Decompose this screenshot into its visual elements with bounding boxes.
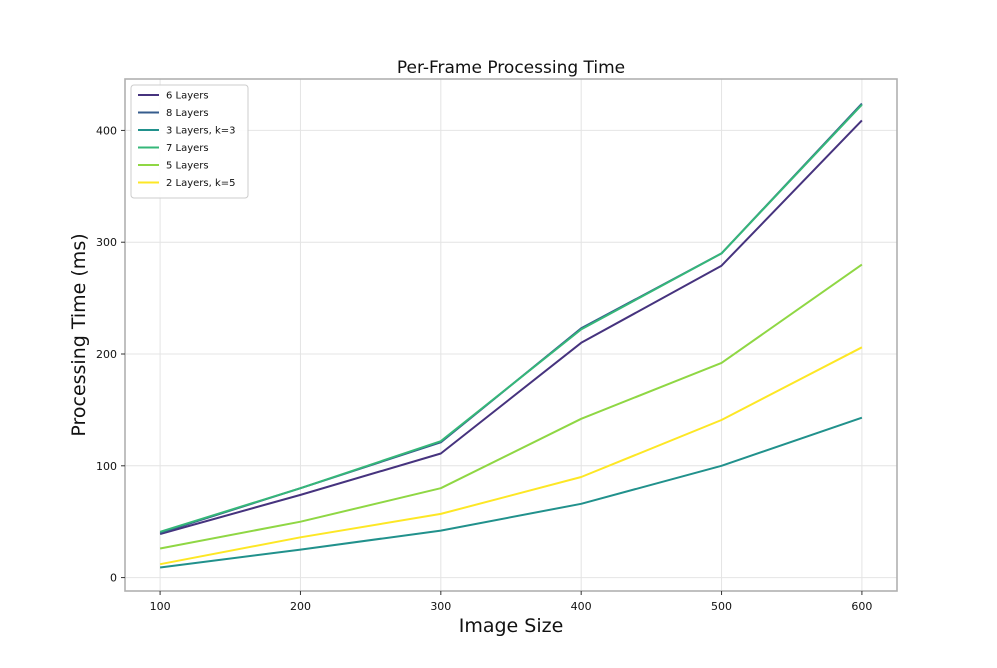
grid — [125, 79, 897, 591]
series-line — [159, 119, 863, 535]
y-tick-label: 0 — [110, 572, 117, 585]
y-tick-label: 300 — [96, 236, 117, 249]
legend-label: 6 Layers — [166, 91, 209, 102]
x-tick-label: 300 — [430, 600, 451, 613]
series-line — [159, 416, 863, 569]
legend-label: 3 Layers, k=3 — [166, 126, 236, 137]
plot-frame — [124, 78, 898, 592]
x-tick-label: 600 — [851, 600, 872, 613]
x-tick-label: 100 — [150, 600, 171, 613]
series-line — [159, 263, 863, 550]
legend-label: 7 Layers — [166, 143, 209, 154]
axis-ticks: 100 200 300 400 500 600 0 100 200 300 400 — [96, 124, 872, 613]
x-tick-label: 500 — [711, 600, 732, 613]
legend-label: 5 Layers — [166, 161, 209, 172]
x-tick-label: 400 — [571, 600, 592, 613]
y-tick-label: 200 — [96, 348, 117, 361]
chart-title: Per-Frame Processing Time — [397, 58, 625, 78]
legend: 6 Layers 8 Layers 3 Layers, k=3 7 Layers 5 L… — [130, 84, 249, 199]
x-tick-label: 200 — [290, 600, 311, 613]
series-line — [159, 102, 863, 534]
legend-box — [130, 84, 249, 199]
legend-label: 8 Layers — [166, 108, 209, 119]
y-tick-label: 100 — [96, 460, 117, 473]
x-axis-title: Image Size — [459, 615, 564, 637]
legend-label: 2 Layers, k=5 — [166, 178, 236, 189]
y-axis-title: Processing Time (ms) — [68, 233, 90, 436]
y-tick-label: 400 — [96, 124, 117, 137]
series-line — [159, 104, 863, 533]
series-lines — [159, 102, 863, 569]
series-line — [159, 346, 863, 566]
